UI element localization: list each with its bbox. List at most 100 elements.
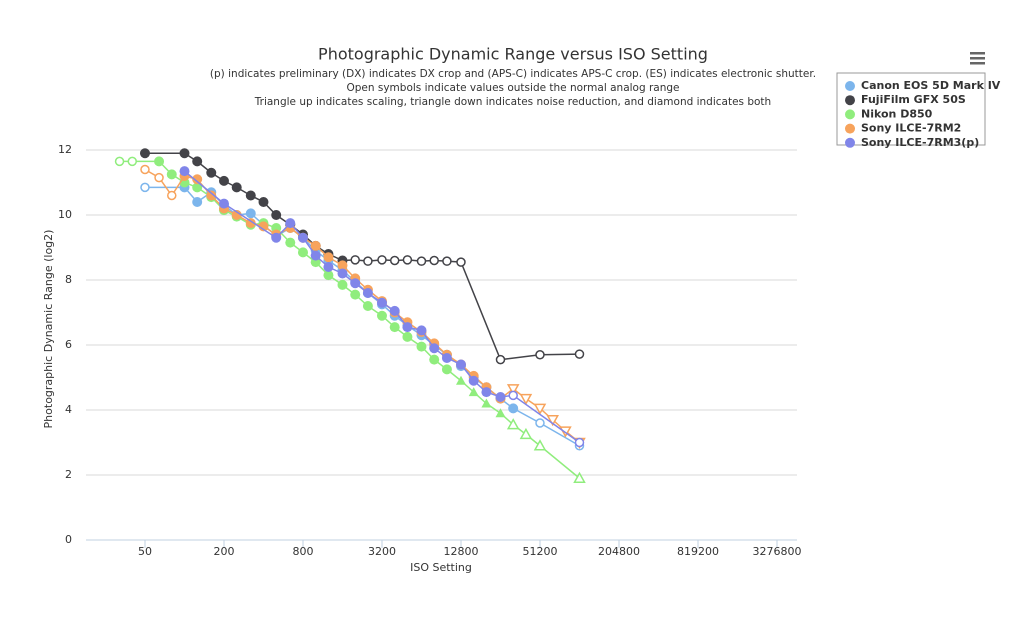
- point: [376, 297, 387, 308]
- point: [206, 167, 217, 178]
- point: [535, 418, 545, 428]
- menu-bar[interactable]: [970, 62, 985, 65]
- legend-label: FujiFilm GFX 50S: [861, 93, 966, 106]
- point: [506, 384, 520, 396]
- point: [574, 437, 585, 448]
- point: [231, 210, 242, 220]
- point: [402, 322, 413, 333]
- point: [429, 354, 440, 365]
- subtitle: (p) indicates preliminary (DX) indicates…: [210, 68, 816, 80]
- point: [218, 175, 229, 186]
- point: [376, 310, 387, 321]
- point: [429, 343, 440, 354]
- point: [455, 375, 466, 385]
- point: [323, 252, 334, 263]
- legend-label: Canon EOS 5D Mark IV: [861, 79, 1001, 92]
- point: [495, 354, 506, 365]
- point: [495, 392, 506, 402]
- point: [481, 387, 492, 398]
- point: [179, 166, 190, 177]
- point: [323, 270, 334, 281]
- point: [389, 322, 400, 333]
- x-axis-label: ISO Setting: [410, 561, 472, 574]
- point: [362, 301, 373, 311]
- series-line: [144, 168, 580, 444]
- subtitle: Triangle up indicates scaling, triangle …: [254, 96, 771, 108]
- y-tick-label: 8: [65, 273, 72, 286]
- point: [495, 408, 506, 418]
- y-tick-label: 12: [58, 143, 72, 156]
- point: [285, 237, 296, 248]
- x-tick-label: 204800: [598, 545, 640, 558]
- point: [468, 387, 479, 397]
- legend-marker: [845, 109, 855, 120]
- point: [271, 232, 282, 243]
- point: [402, 255, 413, 265]
- y-tick-label: 6: [65, 338, 72, 351]
- point: [140, 182, 150, 193]
- y-tick-label: 2: [65, 468, 72, 481]
- point: [506, 418, 520, 430]
- point: [258, 197, 269, 207]
- x-tick-label: 800: [292, 545, 313, 558]
- point: [245, 218, 256, 229]
- point: [508, 390, 518, 401]
- point: [416, 256, 427, 266]
- y-axis-label: Photographic Dynamic Range (log2): [42, 230, 55, 429]
- point: [206, 190, 217, 201]
- point: [481, 398, 492, 408]
- menu-bar[interactable]: [970, 52, 985, 55]
- legend-marker: [845, 81, 855, 91]
- legend-marker: [845, 95, 855, 106]
- point: [389, 305, 400, 316]
- point: [285, 218, 296, 229]
- legend-box: [836, 72, 986, 146]
- point: [508, 403, 519, 414]
- point: [127, 156, 138, 167]
- point: [297, 247, 308, 258]
- series-line: [119, 160, 580, 479]
- x-tick-label: 200: [213, 545, 234, 558]
- point: [573, 471, 586, 483]
- point: [258, 221, 269, 232]
- point: [455, 359, 466, 370]
- point: [140, 164, 150, 175]
- point: [574, 349, 585, 359]
- point: [245, 208, 256, 219]
- point: [166, 169, 177, 180]
- point: [114, 156, 125, 167]
- point: [323, 262, 334, 272]
- x-tick-label: 50: [138, 545, 152, 558]
- legend-label: Sony ILCE-7RM2: [861, 122, 961, 135]
- point: [519, 427, 533, 440]
- point: [337, 260, 348, 271]
- point: [337, 268, 348, 279]
- x-tick-label: 3276800: [752, 545, 801, 558]
- y-tick-label: 10: [58, 208, 72, 221]
- y-tick-label: 4: [65, 403, 72, 416]
- point: [377, 255, 387, 265]
- point: [441, 353, 452, 363]
- point: [442, 256, 452, 266]
- point: [350, 289, 361, 300]
- point: [350, 255, 360, 265]
- point: [139, 148, 150, 159]
- point: [218, 198, 229, 209]
- point: [192, 156, 203, 167]
- point: [535, 350, 545, 360]
- legend-label: Sony ILCE-7RM3(p): [861, 136, 979, 149]
- point: [416, 341, 427, 352]
- point: [519, 393, 533, 406]
- point: [546, 415, 559, 427]
- point: [192, 174, 203, 185]
- point: [429, 255, 439, 266]
- point: [416, 325, 427, 336]
- point: [337, 279, 348, 290]
- point: [456, 257, 466, 267]
- point: [533, 403, 547, 415]
- menu-button[interactable]: [970, 52, 985, 65]
- menu-bar[interactable]: [970, 57, 985, 60]
- x-tick-label: 3200: [368, 545, 396, 558]
- point: [363, 256, 373, 266]
